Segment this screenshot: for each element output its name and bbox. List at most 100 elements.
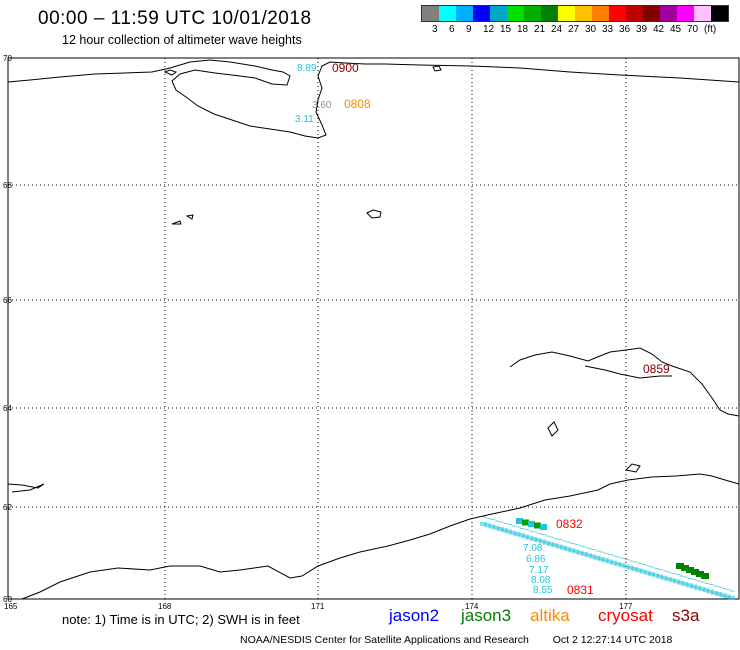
graticule bbox=[8, 58, 739, 599]
legend-label: 42 bbox=[653, 24, 665, 35]
satellite-altika: altika bbox=[530, 606, 570, 625]
altimeter-track: ~~~~~~~~~~~~~~~~~~~~~~~~~~~~~~~~~~~~~~~~… bbox=[480, 512, 735, 600]
legend-swatch bbox=[439, 6, 456, 21]
track-swath bbox=[727, 595, 735, 600]
track-mark: ~ bbox=[650, 562, 655, 572]
map-frame bbox=[7, 57, 740, 600]
track-swath bbox=[622, 564, 630, 569]
jason3-mark bbox=[676, 563, 684, 569]
track-mark: ~ bbox=[667, 567, 672, 577]
track-mark: ~ bbox=[549, 532, 554, 542]
legend-swatch bbox=[677, 6, 694, 21]
track-swath bbox=[627, 565, 634, 570]
legend-label: 18 bbox=[517, 24, 529, 35]
track-mark: ~ bbox=[490, 515, 495, 525]
track-mark: ~ bbox=[511, 521, 516, 531]
track-mark: ~ bbox=[671, 568, 676, 578]
track-swath bbox=[589, 554, 597, 559]
note-text: note: 1) Time is in UTC; 2) SWH is in fe… bbox=[62, 612, 300, 627]
track-mark: ~ bbox=[495, 516, 500, 526]
legend-swatch bbox=[694, 6, 711, 21]
track-swath bbox=[534, 538, 542, 543]
legend-label: 6 bbox=[449, 24, 455, 35]
legend-swatch bbox=[524, 6, 541, 21]
legend-swatch bbox=[575, 6, 592, 21]
track-mark: ~ bbox=[721, 583, 726, 593]
coastline-east bbox=[624, 463, 641, 473]
track-swath bbox=[669, 578, 676, 583]
coastline-norton bbox=[547, 421, 559, 437]
track-mark: ~ bbox=[583, 542, 588, 552]
track-swath bbox=[501, 528, 508, 533]
track-swath bbox=[702, 588, 710, 593]
track-swath bbox=[580, 552, 588, 556]
obs-swh-label: 6.86 bbox=[526, 554, 546, 565]
lat-label-70: 70 bbox=[3, 54, 12, 63]
legend-label: (ft) bbox=[704, 24, 717, 35]
legend-label: 21 bbox=[534, 24, 546, 35]
track-mark: ~ bbox=[537, 528, 542, 538]
legend-swatch bbox=[541, 6, 558, 21]
track-mark: ~ bbox=[486, 513, 491, 523]
track-mark: ~ bbox=[524, 525, 529, 535]
track-mark: ~ bbox=[637, 558, 642, 568]
legend-label: 24 bbox=[551, 24, 563, 35]
obs-time-label: 0831 bbox=[567, 583, 594, 597]
track-swath bbox=[597, 557, 605, 561]
lat-label-62: 62 bbox=[3, 503, 12, 512]
jason3-mark bbox=[540, 524, 547, 530]
track-mark: ~ bbox=[633, 557, 638, 567]
track-mark: ~ bbox=[570, 538, 575, 548]
track-mark: ~ bbox=[700, 577, 705, 587]
track-mark: ~ bbox=[726, 585, 731, 595]
track-swath bbox=[656, 574, 664, 579]
obs-swh-label: 3.11 bbox=[295, 114, 314, 125]
track-swath bbox=[593, 555, 601, 560]
legend-labels: 3 6 9 12 15 18 21 24 27 30 33 36 39 42 45 70 (ft) bbox=[421, 22, 729, 36]
track-mark: ~ bbox=[675, 570, 680, 580]
track-swath bbox=[517, 533, 525, 538]
track-mark: ~ bbox=[608, 550, 613, 560]
track-swath bbox=[719, 593, 727, 598]
jason3-mark bbox=[534, 522, 541, 529]
track-swath bbox=[706, 589, 714, 594]
legend-swatches bbox=[421, 5, 729, 22]
island-diomede-1 bbox=[366, 209, 382, 219]
island-diomede-3 bbox=[171, 220, 182, 225]
track-swath bbox=[681, 582, 689, 586]
track-swath bbox=[664, 577, 672, 581]
track-mark: ~ bbox=[499, 517, 504, 527]
legend-label: 30 bbox=[585, 24, 597, 35]
track-mark: ~ bbox=[717, 582, 722, 592]
track-swath bbox=[509, 530, 517, 535]
track-mark: ~ bbox=[566, 537, 571, 547]
satellite-s3a: s3a bbox=[672, 606, 700, 625]
track-mark: ~ bbox=[654, 563, 659, 573]
track-swath bbox=[522, 534, 529, 539]
track-swath bbox=[484, 523, 492, 528]
lat-label-66: 66 bbox=[3, 296, 12, 305]
legend-swatch bbox=[609, 6, 626, 21]
track-mark: ~ bbox=[684, 572, 689, 582]
obs-time-label: 0832 bbox=[556, 517, 583, 531]
track-swath bbox=[526, 535, 534, 540]
track-mark: ~ bbox=[629, 556, 634, 566]
track-mark: ~ bbox=[528, 526, 533, 536]
obs-time-label: 0900 bbox=[332, 61, 359, 75]
legend-swatch bbox=[507, 6, 524, 21]
jason3-mark bbox=[701, 573, 709, 579]
track-swath bbox=[606, 559, 613, 564]
color-legend: 3 6 9 12 15 18 21 24 27 30 33 36 39 42 45 70 (ft) bbox=[421, 5, 729, 36]
coastline-north bbox=[7, 59, 740, 139]
track-swath bbox=[543, 540, 550, 545]
page-subtitle: 12 hour collection of altimeter wave hei… bbox=[62, 33, 302, 47]
legend-swatch bbox=[660, 6, 677, 21]
track-swath bbox=[601, 558, 609, 563]
lon-label-171: 171 bbox=[311, 602, 325, 611]
track-mark: ~ bbox=[579, 541, 584, 551]
track-mark: ~ bbox=[646, 561, 651, 571]
track-mark: ~ bbox=[503, 518, 508, 528]
island-small-2 bbox=[432, 65, 442, 72]
track-mark: ~ bbox=[621, 553, 626, 563]
obs-swh-label: 8.89 bbox=[297, 63, 317, 74]
